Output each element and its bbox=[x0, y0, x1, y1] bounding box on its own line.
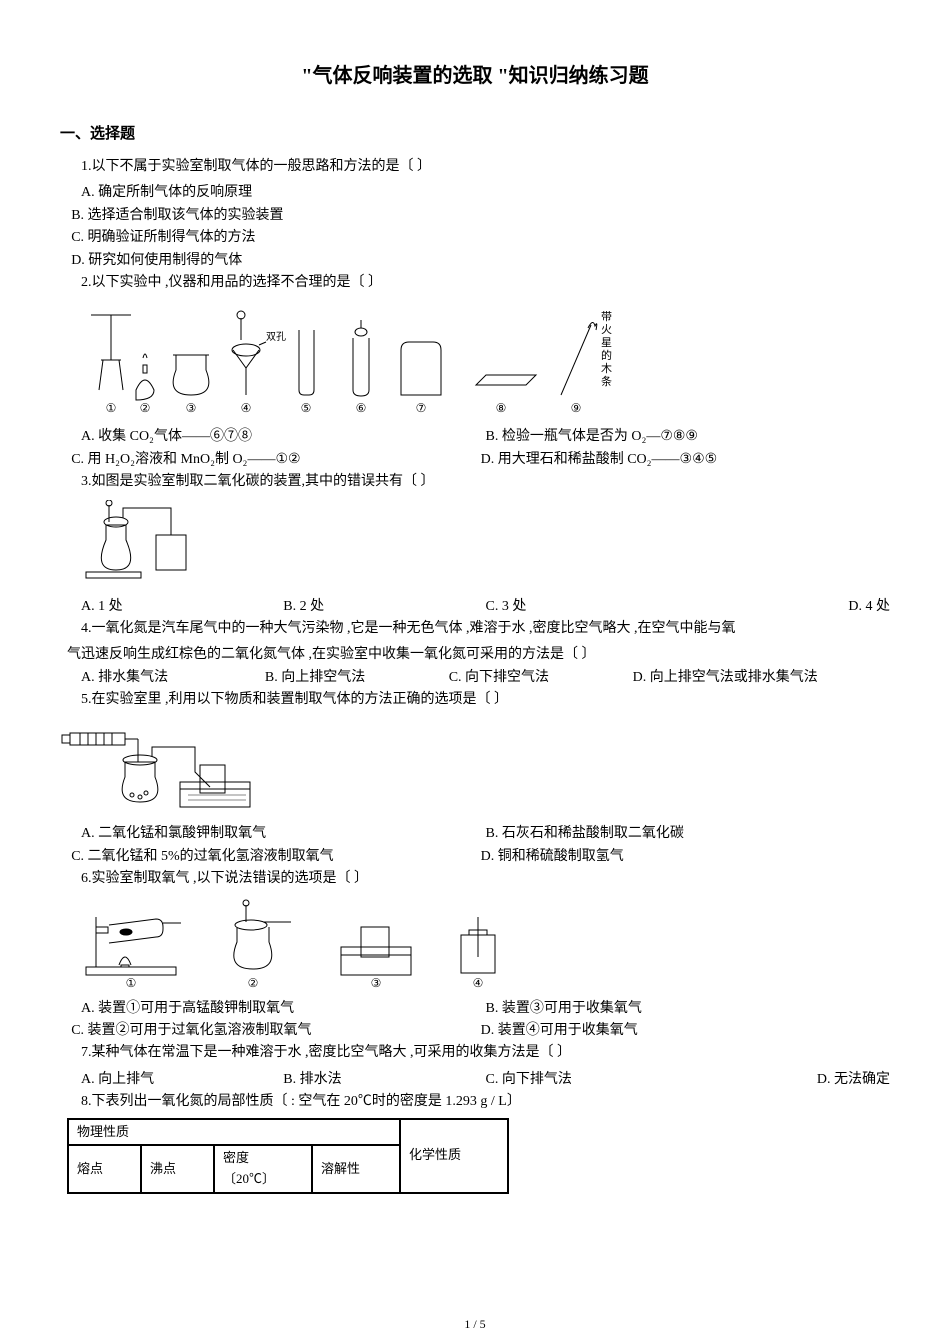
svg-text:木: 木 bbox=[601, 362, 612, 375]
q2-figure: 双孔 带 火 星 的 木 bbox=[81, 300, 890, 420]
q3-opt-a: A. 1 处 bbox=[81, 596, 283, 618]
q8-stem: 8.下表列出一氧化氮的局部性质〔 : 空气在 20℃时的密度是 1.293 g … bbox=[60, 1091, 890, 1113]
q4-stem-2: 气迅速反响生成红棕色的二氧化氮气体 ,在实验室中收集一氧化氮可采用的方法是〔 〕 bbox=[67, 644, 890, 666]
cell-boiling: 沸点 bbox=[141, 1145, 214, 1193]
q8-table: 物理性质 化学性质 熔点 沸点 密度 〔20℃〕 溶解性 bbox=[67, 1118, 509, 1194]
svg-text:星: 星 bbox=[601, 336, 612, 349]
q5-figure bbox=[60, 717, 890, 817]
apparatus-row-svg: 双孔 带 火 星 的 木 bbox=[81, 300, 641, 420]
q4-opt-c: C. 向下排空气法 bbox=[449, 667, 633, 689]
q3-stem: 3.如图是实验室制取二氧化碳的装置,其中的错误共有〔 〕 bbox=[60, 471, 890, 493]
section-1-heading: 一、选择题 bbox=[60, 122, 890, 146]
svg-text:⑥: ⑥ bbox=[356, 401, 367, 415]
cell-melting: 熔点 bbox=[68, 1145, 141, 1193]
svg-text:条: 条 bbox=[601, 374, 612, 388]
q7-opt-a: A. 向上排气 bbox=[81, 1069, 283, 1091]
q3-figure bbox=[81, 500, 890, 590]
svg-text:①: ① bbox=[106, 401, 117, 415]
q2-opt-d: D. 用大理石和稀盐酸制 CO₂——③④⑤ bbox=[481, 449, 890, 471]
q6-opt-a: A. 装置①可用于高锰酸钾制取氧气 bbox=[81, 998, 486, 1020]
q1-opt-b: B. 选择适合制取该气体的实验装置 bbox=[71, 205, 890, 227]
q6-apparatus-svg: ① ② ③ ④ bbox=[81, 897, 541, 992]
svg-text:③: ③ bbox=[186, 401, 197, 415]
density-label: 密度 bbox=[223, 1148, 303, 1169]
q7-opt-c: C. 向下排气法 bbox=[486, 1069, 688, 1091]
q4-opt-a: A. 排水集气法 bbox=[81, 667, 265, 689]
page-title: "气体反响装置的选取 "知识归纳练习题 bbox=[60, 60, 890, 92]
q3-opt-c: C. 3 处 bbox=[486, 596, 688, 618]
svg-text:⑧: ⑧ bbox=[496, 401, 507, 415]
cell-density: 密度 〔20℃〕 bbox=[214, 1145, 312, 1193]
co2-apparatus-svg bbox=[81, 500, 221, 590]
q2-opt-a: A. 收集 CO₂气体——⑥⑦⑧ bbox=[81, 426, 486, 448]
svg-text:⑦: ⑦ bbox=[416, 401, 427, 415]
q2-stem: 2.以下实验中 ,仪器和用品的选择不合理的是〔 〕 bbox=[60, 272, 890, 294]
svg-text:④: ④ bbox=[473, 976, 484, 990]
q1-stem: 1.以下不属于实验室制取气体的一般思路和方法的是〔 〕 bbox=[60, 156, 890, 178]
q4-stem-1: 4.一氧化氮是汽车尾气中的一种大气污染物 ,它是一种无色气体 ,难溶于水 ,密度… bbox=[60, 618, 890, 640]
svg-text:②: ② bbox=[248, 976, 259, 990]
q6-figure: ① ② ③ ④ bbox=[81, 897, 890, 992]
q6-opt-c: C. 装置②可用于过氧化氢溶液制取氧气 bbox=[71, 1020, 480, 1042]
svg-text:的: 的 bbox=[601, 348, 612, 362]
svg-text:③: ③ bbox=[371, 976, 382, 990]
splint-label: 带 bbox=[601, 310, 612, 323]
q1-opt-d: D. 研究如何使用制得的气体 bbox=[71, 250, 890, 272]
page-number: 1 / 5 bbox=[0, 1315, 950, 1334]
q5-opt-d: D. 铜和稀硫酸制取氢气 bbox=[481, 846, 890, 868]
q4-opt-d: D. 向上排空气法或排水集气法 bbox=[633, 667, 890, 689]
q7-opt-d: D. 无法确定 bbox=[688, 1069, 890, 1091]
svg-text:④: ④ bbox=[241, 401, 252, 415]
q1-opt-a: A. 确定所制气体的反响原理 bbox=[81, 182, 890, 204]
q7-stem: 7.某种气体在常温下是一种难溶于水 ,密度比空气略大 ,可采用的收集方法是〔 〕 bbox=[60, 1042, 890, 1064]
svg-text:⑨: ⑨ bbox=[571, 401, 582, 415]
q5-stem: 5.在实验室里 ,利用以下物质和装置制取气体的方法正确的选项是〔 〕 bbox=[60, 689, 890, 711]
col-phys: 物理性质 bbox=[68, 1119, 400, 1146]
q6-opt-b: B. 装置③可用于收集氧气 bbox=[486, 998, 891, 1020]
q5-opt-b: B. 石灰石和稀盐酸制取二氧化碳 bbox=[486, 823, 891, 845]
q2-opt-c: C. 用 H₂O₂溶液和 MnO₂制 O₂——①② bbox=[71, 449, 480, 471]
svg-text:双孔: 双孔 bbox=[266, 331, 286, 343]
cell-solubility: 溶解性 bbox=[312, 1145, 400, 1193]
table-row: 物理性质 化学性质 bbox=[68, 1119, 508, 1146]
q5-apparatus-svg bbox=[60, 717, 260, 817]
col-chem: 化学性质 bbox=[400, 1119, 508, 1193]
q1-opt-c: C. 明确验证所制得气体的方法 bbox=[71, 227, 890, 249]
svg-text:⑤: ⑤ bbox=[301, 401, 312, 415]
density-temp: 〔20℃〕 bbox=[223, 1169, 303, 1190]
q3-opt-b: B. 2 处 bbox=[283, 596, 485, 618]
q6-stem: 6.实验室制取氧气 ,以下说法错误的选项是〔 〕 bbox=[60, 868, 890, 890]
q5-opt-c: C. 二氧化锰和 5%的过氧化氢溶液制取氧气 bbox=[71, 846, 480, 868]
q6-opt-d: D. 装置④可用于收集氧气 bbox=[481, 1020, 890, 1042]
svg-text:②: ② bbox=[140, 401, 151, 415]
svg-text:①: ① bbox=[126, 976, 137, 990]
q7-opt-b: B. 排水法 bbox=[283, 1069, 485, 1091]
q5-opt-a: A. 二氧化锰和氯酸钾制取氧气 bbox=[81, 823, 486, 845]
q3-opt-d: D. 4 处 bbox=[688, 596, 890, 618]
q2-opt-b: B. 检验一瓶气体是否为 O₂—⑦⑧⑨ bbox=[486, 426, 891, 448]
q4-opt-b: B. 向上排空气法 bbox=[265, 667, 449, 689]
svg-text:火: 火 bbox=[601, 324, 612, 336]
